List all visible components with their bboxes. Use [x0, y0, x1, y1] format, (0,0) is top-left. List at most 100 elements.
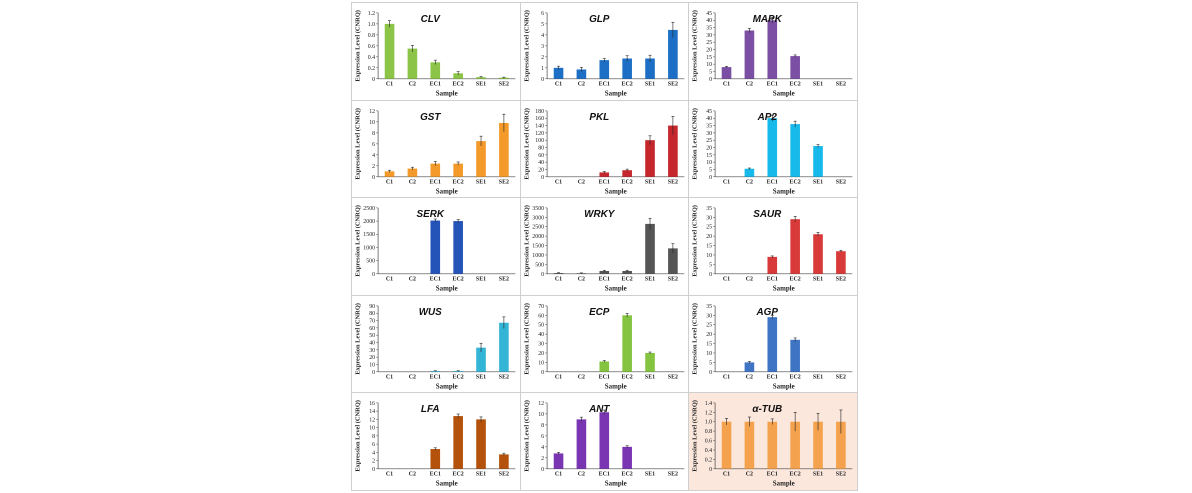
y-tick-label: 0.4: [705, 448, 712, 454]
x-tick-label: C2: [577, 277, 584, 283]
x-tick-label: SE1: [645, 472, 655, 478]
x-tick-label: C1: [555, 277, 562, 283]
bar: [553, 67, 563, 79]
y-tick-label: 0: [709, 174, 712, 180]
y-tick-label: 1500: [363, 232, 375, 238]
x-tick-label: C2: [409, 82, 416, 88]
y-axis-title: Expression Level (CNRQ): [523, 303, 530, 375]
x-tick-label: SE2: [499, 375, 509, 381]
y-tick-label: 0: [372, 370, 375, 376]
y-tick-label: 1000: [363, 246, 375, 252]
chart-panel: 0 0.2 0.4 0.6 0.8 1.0 1.2 C1 C2 EC1 EC2 SE1 SE2 Sampl…: [351, 2, 521, 101]
y-tick-label: 50: [538, 323, 544, 329]
chart-panel: 0 10 20 30 40 50 60 70 80 90 C1 C2 EC1 EC2 SE1 SE2 Sampl…: [351, 294, 521, 394]
y-tick-label: 0: [709, 370, 712, 376]
y-tick-label: 100: [535, 138, 544, 144]
y-tick-label: 40: [707, 116, 713, 122]
bar: [476, 77, 486, 79]
x-tick-label: SE1: [813, 82, 823, 88]
y-tick-label: 2000: [532, 234, 544, 240]
y-tick-label: 2500: [363, 206, 375, 212]
x-tick-label: SE1: [476, 82, 486, 88]
x-axis-title: Sample: [604, 286, 626, 293]
chart-title: WUS: [419, 307, 442, 318]
y-tick-label: 0.8: [368, 33, 375, 39]
chart-panel: 0 0.2 0.4 0.6 0.8 1.0 1.2 1.4 C1 C2 EC1 EC2 SE1 SE2 Sa…: [688, 392, 858, 491]
x-tick-label: EC2: [790, 472, 801, 478]
y-tick-label: 10: [538, 412, 544, 418]
y-tick-label: 20: [707, 47, 713, 53]
bar: [499, 454, 509, 470]
x-tick-label: EC2: [621, 179, 632, 185]
bar: [430, 220, 441, 274]
y-tick-label: 10: [369, 362, 375, 368]
bar: [836, 251, 847, 274]
chart-title: PKL: [589, 111, 609, 122]
bar: [407, 48, 418, 79]
bar: [813, 145, 824, 177]
bar: [767, 316, 778, 372]
bar: [644, 58, 655, 79]
y-tick-label: 0.4: [368, 55, 375, 61]
y-tick-label: 25: [707, 40, 713, 46]
x-tick-label: C1: [555, 375, 562, 381]
x-tick-label: SE2: [836, 472, 846, 478]
chart-title: ANT: [588, 404, 610, 415]
x-tick-label: C1: [386, 179, 393, 185]
y-tick-label: 5: [709, 167, 712, 173]
x-tick-label: EC2: [790, 375, 801, 381]
bar: [790, 56, 801, 79]
y-tick-label: 0: [709, 77, 712, 83]
bar: [722, 67, 732, 79]
x-tick-label: C1: [386, 82, 393, 88]
chart-title: AP2: [757, 111, 778, 122]
chart-title: LFA: [421, 404, 440, 415]
y-tick-label: 10: [707, 253, 713, 259]
bar: [790, 339, 801, 372]
x-tick-label: SE2: [499, 472, 509, 478]
y-tick-label: 500: [366, 259, 375, 265]
chart-svg: 0 5 10 15 20 25 30 35 C1 C2 EC1 EC2 SE1 SE2 Sample Expr…: [692, 205, 853, 293]
y-tick-label: 0.2: [705, 458, 712, 464]
bar: [407, 168, 418, 177]
y-tick-label: 6: [541, 11, 544, 17]
x-tick-label: EC1: [598, 472, 609, 478]
y-tick-label: 30: [707, 313, 713, 319]
y-tick-label: 20: [538, 351, 544, 357]
bar: [476, 347, 486, 372]
y-tick-label: 0: [372, 174, 375, 180]
y-tick-label: 40: [707, 18, 713, 24]
y-tick-label: 30: [707, 215, 713, 221]
bar: [476, 419, 486, 470]
figure-grid: 0 0.2 0.4 0.6 0.8 1.0 1.2 C1 C2 EC1 EC2 SE1 SE2 Sampl…: [351, 2, 858, 491]
x-tick-label: SE1: [813, 179, 823, 185]
x-tick-label: C1: [555, 472, 562, 478]
y-tick-label: 1.4: [705, 401, 712, 407]
x-tick-label: EC2: [453, 179, 464, 185]
y-tick-label: 25: [707, 323, 713, 329]
x-tick-label: EC2: [621, 472, 632, 478]
bar: [622, 58, 632, 79]
y-tick-label: 45: [707, 108, 713, 114]
x-tick-label: EC2: [453, 472, 464, 478]
y-tick-label: 8: [541, 423, 544, 429]
bar: [767, 257, 778, 274]
y-tick-label: 0: [372, 272, 375, 278]
y-axis-title: Expression Level (CNRQ): [692, 303, 699, 375]
y-tick-label: 20: [707, 332, 713, 338]
chart-svg: 0 0.2 0.4 0.6 0.8 1.0 1.2 C1 C2 EC1 EC2 SE1 SE2 Sampl…: [354, 10, 516, 98]
y-tick-label: 10: [707, 160, 713, 166]
y-tick-label: 2500: [532, 225, 544, 231]
chart-panel: 0 10 20 30 40 50 60 70 C1 C2 EC1 EC2 SE1 SE2 Sample Exp…: [519, 294, 690, 394]
y-tick-label: 35: [707, 304, 713, 310]
bar: [430, 163, 441, 177]
y-tick-label: 20: [707, 234, 713, 240]
y-tick-label: 80: [538, 145, 544, 151]
bar: [499, 122, 509, 177]
y-tick-label: 0: [541, 467, 544, 473]
x-tick-label: EC2: [453, 82, 464, 88]
y-tick-label: 1500: [532, 244, 544, 250]
x-tick-label: EC2: [621, 82, 632, 88]
bar: [836, 422, 847, 470]
y-tick-label: 4: [541, 445, 544, 451]
